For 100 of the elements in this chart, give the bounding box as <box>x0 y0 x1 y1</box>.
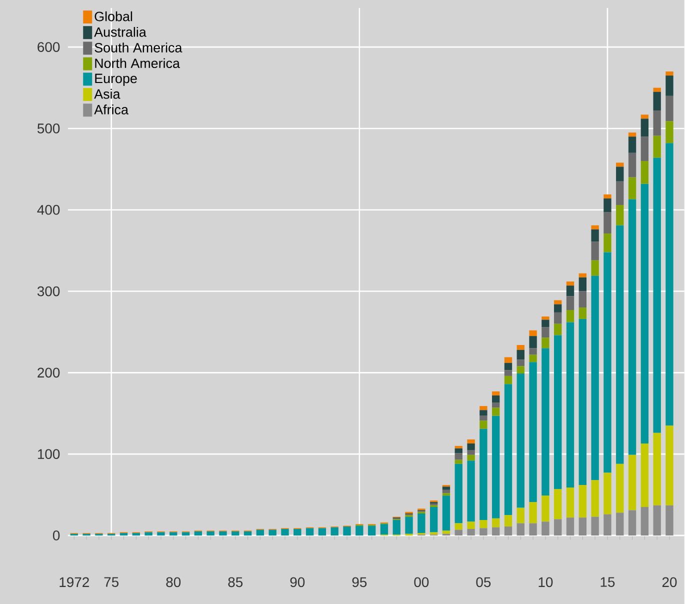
bar <box>529 354 537 362</box>
legend-label: Africa <box>94 104 128 114</box>
bar <box>628 152 636 178</box>
bar <box>666 120 674 143</box>
legend-label: Asia <box>94 88 120 99</box>
bar <box>628 199 636 455</box>
bar <box>628 132 636 136</box>
bar <box>666 71 674 76</box>
x-tick-label: 95 <box>352 577 367 587</box>
bar <box>330 527 338 536</box>
bar <box>616 225 624 464</box>
bar <box>504 376 512 384</box>
bar <box>170 532 178 536</box>
bar <box>554 300 562 304</box>
bar <box>504 362 512 370</box>
legend-label: North America <box>95 58 180 68</box>
bar <box>529 348 537 355</box>
y-tick-label: 400 <box>37 204 60 215</box>
bar <box>380 524 388 534</box>
bar <box>516 508 524 524</box>
y-tick-label: 100 <box>38 448 60 459</box>
bar <box>604 472 612 514</box>
bar <box>516 373 524 508</box>
bar <box>454 453 462 460</box>
bar <box>554 488 562 520</box>
bar <box>492 395 500 403</box>
bar <box>604 252 612 473</box>
x-tick-label: 00 <box>414 577 429 587</box>
x-tick-label: 05 <box>476 577 491 587</box>
bar <box>640 184 649 444</box>
bar <box>666 75 674 96</box>
bar <box>653 158 661 433</box>
bar <box>454 448 462 454</box>
bar <box>604 212 612 234</box>
bar <box>467 521 475 529</box>
bar <box>504 370 512 376</box>
bar <box>318 528 326 536</box>
bar <box>591 241 599 260</box>
bar <box>653 432 661 506</box>
bar <box>454 464 462 524</box>
bar <box>492 518 500 528</box>
bar <box>616 162 624 167</box>
bar <box>480 428 488 520</box>
y-tick-label: 0 <box>52 530 60 540</box>
bar <box>442 486 450 490</box>
bar <box>529 502 537 524</box>
bar <box>666 142 674 426</box>
bar <box>516 350 524 360</box>
bar <box>653 92 661 110</box>
bar <box>294 528 302 536</box>
y-tick-label: 200 <box>38 368 60 378</box>
bar <box>442 495 450 530</box>
bar <box>467 450 475 455</box>
bar <box>628 454 636 510</box>
bar <box>566 296 574 310</box>
bar <box>467 439 475 444</box>
bar <box>454 446 462 448</box>
bar <box>554 324 562 336</box>
bar <box>529 330 537 336</box>
x-tick-label: 90 <box>290 577 305 587</box>
bar <box>616 204 624 226</box>
bar <box>666 425 674 506</box>
bar <box>467 454 475 460</box>
bar <box>454 523 462 530</box>
bar <box>554 335 562 489</box>
bar <box>628 136 636 153</box>
bar <box>529 336 537 348</box>
bar <box>504 384 512 515</box>
x-tick-label: 80 <box>166 577 181 587</box>
bar <box>640 160 649 184</box>
bar <box>343 526 351 536</box>
legend-label: Australia <box>94 26 146 37</box>
bar <box>554 312 562 324</box>
bar <box>157 532 165 536</box>
bar <box>578 318 586 485</box>
bar <box>653 110 661 136</box>
bar <box>206 531 214 536</box>
bar <box>616 166 624 182</box>
bar <box>566 310 574 322</box>
bar <box>430 506 438 532</box>
bar <box>542 326 550 338</box>
x-tick-label: 15 <box>600 577 615 587</box>
bar <box>591 260 599 276</box>
bar <box>281 528 289 536</box>
bar <box>628 177 636 200</box>
bar <box>442 490 450 493</box>
bar <box>516 366 524 374</box>
legend-label: Europe <box>95 74 137 86</box>
bar <box>405 516 413 534</box>
bar <box>578 277 586 292</box>
x-tick-label: 10 <box>538 577 553 587</box>
bar <box>356 526 364 536</box>
bar <box>480 416 488 421</box>
bar <box>554 304 562 312</box>
bar <box>467 443 475 450</box>
bar <box>232 531 240 536</box>
bar <box>542 348 550 496</box>
bar <box>566 285 574 296</box>
x-tick-label: 75 <box>104 577 119 587</box>
bar <box>578 307 586 319</box>
